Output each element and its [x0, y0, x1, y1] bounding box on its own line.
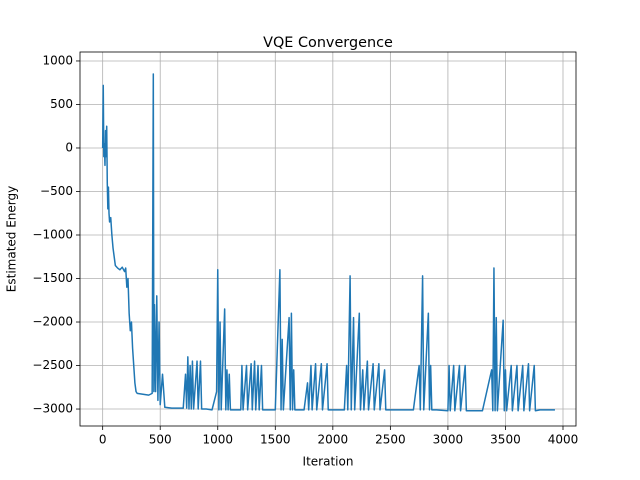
x-tick-label: 3500 — [490, 433, 521, 447]
y-tick-label: 0 — [65, 140, 73, 154]
y-axis-label: Estimated Energy — [5, 186, 19, 292]
line-series — [101, 73, 555, 412]
y-tick-label: −3000 — [32, 402, 73, 416]
y-tick-label: −2000 — [32, 315, 73, 329]
chart-title: VQE Convergence — [263, 35, 393, 51]
y-tick-label: −500 — [40, 184, 73, 198]
plot-area — [101, 73, 555, 412]
x-tick-label: 2000 — [318, 433, 349, 447]
x-tick-label: 1000 — [202, 433, 233, 447]
x-tick-label: 1500 — [260, 433, 291, 447]
y-tick-label: −2500 — [32, 358, 73, 372]
x-tick-label: 0 — [99, 433, 107, 447]
axes-frame — [79, 51, 577, 427]
x-tick-label: 2500 — [375, 433, 406, 447]
y-tick-label: 1000 — [42, 53, 73, 67]
x-tick-label: 4000 — [548, 433, 579, 447]
x-tick-label: 3000 — [433, 433, 464, 447]
y-tick-label: −1000 — [32, 227, 73, 241]
x-tick-label: 500 — [149, 433, 172, 447]
x-axis-label: Iteration — [303, 455, 354, 469]
y-tick-label: 500 — [50, 97, 73, 111]
y-tick-label: −1500 — [32, 271, 73, 285]
